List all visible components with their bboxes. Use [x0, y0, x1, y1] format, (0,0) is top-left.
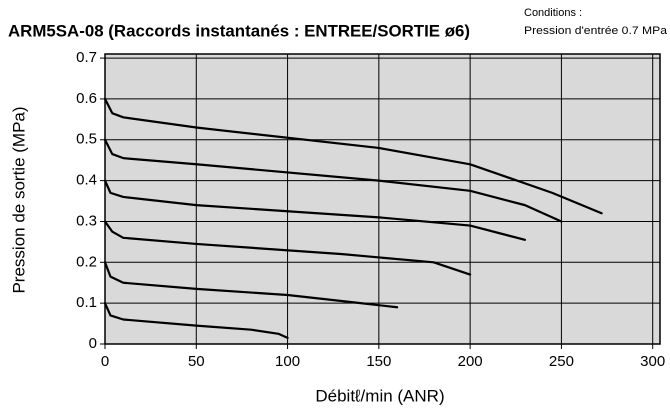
x-tick-label: 300 — [640, 353, 665, 370]
y-tick-label: 0.3 — [76, 212, 97, 229]
y-tick-label: 0.4 — [76, 172, 97, 189]
chart-title: ARM5SA-08 (Raccords instantanés : ENTREE… — [8, 21, 470, 40]
pressure-curve — [103, 138, 563, 223]
pressure-curve — [103, 302, 289, 339]
x-tick-label: 0 — [101, 353, 109, 370]
pressure-curve — [103, 220, 472, 276]
pressure-curve — [103, 179, 527, 241]
x-tick-label: 100 — [275, 353, 300, 370]
y-tick-label: 0 — [89, 335, 97, 352]
x-tick-label: 250 — [549, 353, 574, 370]
y-axis-label: Pression de sortie (MPa) — [9, 106, 28, 293]
y-tick-label: 0.2 — [76, 253, 97, 270]
conditions-text: Pression d'entrée 0.7 MPa — [524, 25, 668, 37]
plot-frame — [104, 53, 661, 345]
pressure-curve — [103, 97, 603, 215]
x-tick-label: 200 — [458, 353, 483, 370]
y-tick-label: 0.1 — [76, 294, 97, 311]
y-tick-label: 0.6 — [76, 90, 97, 107]
y-tick-label: 0.7 — [76, 49, 97, 66]
x-tick-label: 150 — [366, 353, 391, 370]
conditions-label: Conditions : — [524, 7, 582, 19]
pressure-curve — [103, 261, 399, 309]
x-tick-label: 50 — [188, 353, 205, 370]
plot-area — [105, 54, 660, 344]
y-tick-label: 0.5 — [76, 131, 97, 148]
x-axis-label: Débitℓ/min (ANR) — [315, 386, 444, 405]
